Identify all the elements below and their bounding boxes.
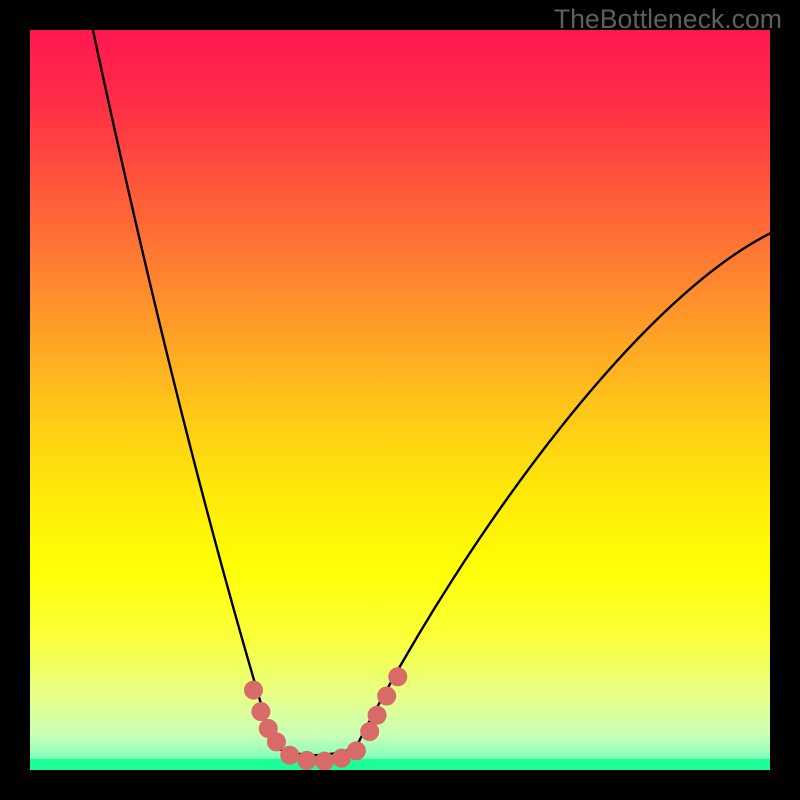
data-marker — [361, 723, 379, 741]
data-marker — [298, 751, 316, 769]
data-marker — [316, 752, 334, 770]
data-marker — [347, 742, 365, 760]
data-marker — [267, 733, 285, 751]
marker-group — [244, 668, 406, 770]
bottleneck-curve — [93, 30, 770, 755]
data-marker — [281, 746, 299, 764]
data-marker — [252, 703, 270, 721]
data-marker — [389, 668, 407, 686]
data-marker — [368, 706, 386, 724]
watermark-text: TheBottleneck.com — [554, 4, 782, 35]
data-marker — [378, 687, 396, 705]
bottleneck-chart — [30, 30, 770, 770]
data-marker — [244, 681, 262, 699]
